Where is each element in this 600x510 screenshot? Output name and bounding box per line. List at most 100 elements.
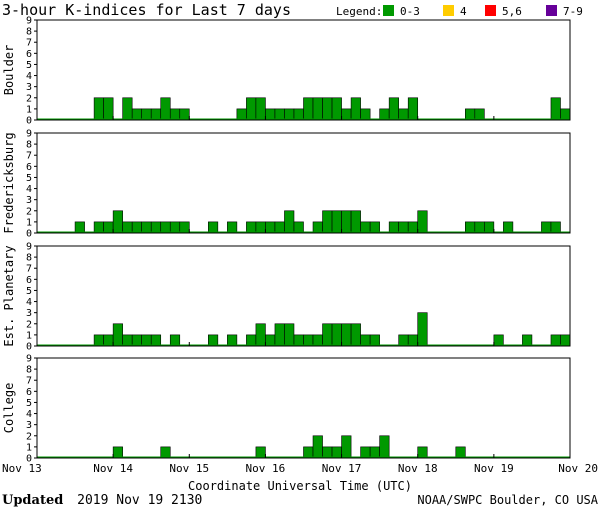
x-tick-label: Nov 15 — [169, 462, 209, 475]
y-tick-label: 7 — [26, 376, 32, 387]
k-index-bar — [350, 210, 361, 234]
k-index-bar — [493, 334, 504, 347]
legend-item: 5,6 — [485, 5, 522, 18]
k-index-bar — [293, 221, 304, 234]
updated-line: Updated 2019 Nov 19 2130 — [2, 493, 202, 508]
y-tick-label: 2 — [26, 206, 32, 217]
k-index-bar — [550, 221, 561, 234]
k-index-bar — [141, 221, 152, 234]
k-index-bar — [93, 334, 104, 347]
legend-item: 4 — [443, 5, 467, 18]
k-index-bar — [293, 108, 304, 121]
k-index-bar — [322, 446, 333, 459]
y-tick-label: 3 — [26, 82, 32, 93]
x-tick-label: Nov 17 — [322, 462, 362, 475]
k-index-bar — [379, 108, 390, 121]
k-index-bar — [331, 97, 342, 121]
k-index-bar — [179, 221, 190, 234]
y-tick-label: 6 — [26, 387, 32, 398]
k-index-bar — [503, 221, 514, 234]
y-tick-label: 5 — [26, 173, 32, 184]
x-tick-label: Nov 13 — [2, 462, 42, 475]
k-index-bar — [103, 97, 114, 121]
k-index-bar — [407, 221, 419, 234]
k-index-bar — [169, 221, 181, 234]
y-tick-label: 6 — [26, 162, 32, 173]
y-tick-label: 0 — [26, 229, 32, 240]
panel-frame — [36, 357, 571, 459]
k-index-bar — [550, 334, 561, 347]
k-index-bar — [150, 221, 162, 234]
k-index-bar — [407, 97, 419, 121]
k-index-bar — [350, 97, 361, 121]
y-tick-label: 3 — [26, 308, 32, 319]
k-index-bar — [150, 108, 162, 121]
k-index-bar — [312, 97, 323, 121]
k-index-bar — [93, 97, 104, 121]
k-index-bar — [236, 108, 247, 121]
k-index-bar — [208, 221, 219, 234]
y-tick-label: 2 — [26, 319, 32, 330]
k-index-bar — [255, 221, 266, 234]
y-tick-label: 3 — [26, 420, 32, 431]
k-index-bar — [312, 221, 323, 234]
chart-title: 3-hour K-indices for Last 7 days — [2, 1, 291, 19]
legend-swatch — [383, 5, 394, 16]
k-index-bar — [417, 446, 428, 459]
y-tick-label: 5 — [26, 60, 32, 71]
y-tick-label: 1 — [26, 104, 32, 115]
y-tick-label: 3 — [26, 195, 32, 206]
y-tick-label: 5 — [26, 286, 32, 297]
y-tick-label: 1 — [26, 217, 32, 228]
k-index-bar — [265, 221, 276, 234]
legend-text: 7-9 — [563, 5, 583, 18]
k-index-bar — [141, 108, 152, 121]
k-index-bar — [341, 323, 352, 347]
legend-label: Legend: — [336, 5, 382, 18]
k-index-bar — [360, 334, 371, 347]
y-tick-label: 9 — [26, 129, 32, 140]
legend-swatch — [443, 5, 454, 16]
x-tick-label: Nov 19 — [474, 462, 514, 475]
y-tick-label: 8 — [26, 365, 32, 376]
k-index-bar — [369, 334, 380, 347]
y-tick-label: 6 — [26, 275, 32, 286]
x-tick-label: Nov 18 — [398, 462, 438, 475]
k-index-bar — [484, 221, 495, 234]
k-index-bar — [122, 334, 133, 347]
legend-item: 7-9 — [546, 5, 583, 18]
k-index-bar — [417, 210, 428, 234]
legend-text: 0-3 — [400, 5, 420, 18]
legend-swatch — [546, 5, 557, 16]
y-axis-title: Boulder — [2, 45, 16, 96]
k-index-bar — [398, 334, 409, 347]
k-index-bar — [160, 97, 171, 121]
y-tick-label: 9 — [26, 16, 32, 27]
k-index-bar — [322, 97, 333, 121]
legend-swatch — [485, 5, 496, 16]
k-index-bar — [265, 108, 276, 121]
y-tick-label: 8 — [26, 253, 32, 264]
k-index-bar — [160, 446, 171, 459]
y-tick-label: 9 — [26, 242, 32, 253]
k-index-bar — [131, 334, 142, 347]
k-index-bar — [350, 323, 361, 347]
k-index-bar — [360, 221, 371, 234]
y-tick-label: 1 — [26, 330, 32, 341]
x-axis-labels: Nov 13 Nov 14 Nov 15 Nov 16 Nov 17 Nov 18 Nov … — [2, 462, 598, 475]
k-index-bar — [417, 312, 428, 347]
k-index-bar — [303, 446, 314, 459]
k-index-bar — [303, 334, 314, 347]
k-index-bar — [303, 97, 314, 121]
k-index-bar — [312, 334, 323, 347]
k-index-bar — [474, 221, 485, 234]
k-index-bar — [284, 323, 295, 347]
k-index-bar — [208, 334, 219, 347]
k-index-bar — [274, 221, 285, 234]
y-tick-label: 1 — [26, 442, 32, 453]
y-tick-label: 4 — [26, 184, 32, 195]
k-index-bar — [274, 323, 285, 347]
k-index-bar — [112, 210, 123, 234]
